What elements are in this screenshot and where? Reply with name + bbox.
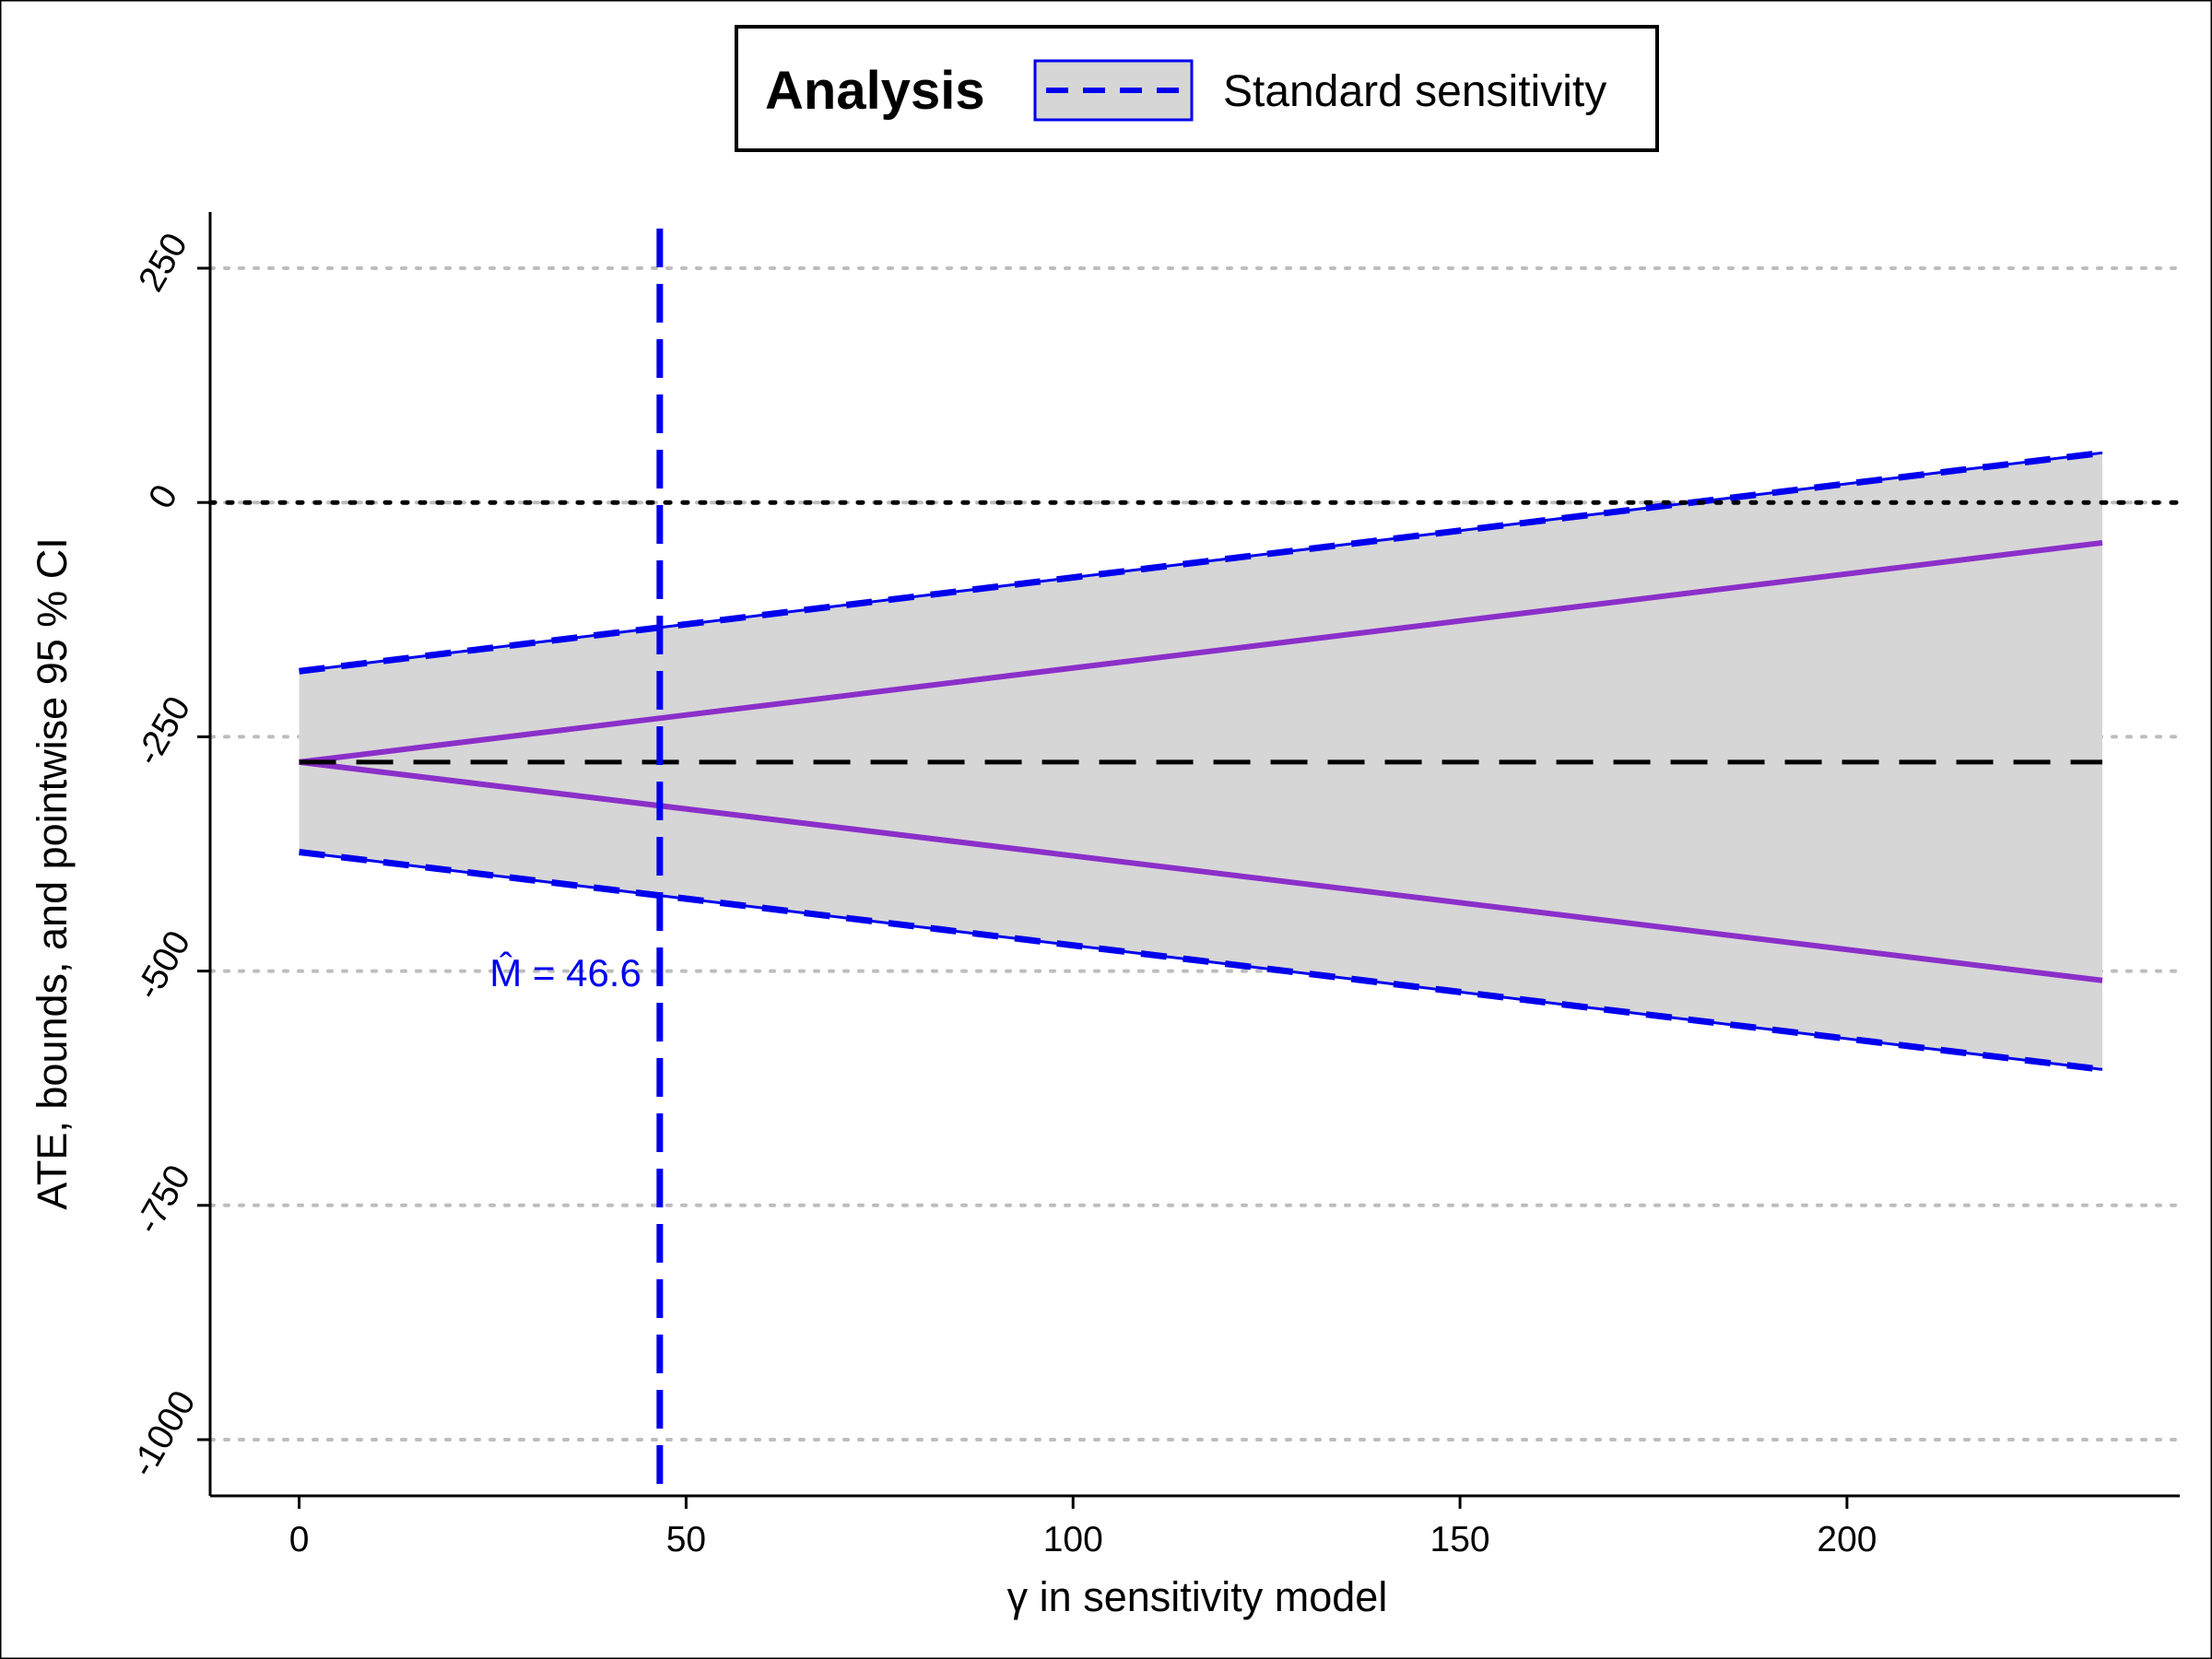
legend-frame <box>735 25 1659 152</box>
x-axis-title: γ in sensitivity model <box>1007 1573 1388 1620</box>
series-bound-upper <box>299 539 2103 765</box>
breakdown-label: M̂ = 46.6 <box>489 951 641 994</box>
series-bound-lower <box>299 759 2103 983</box>
x-tick-label: 200 <box>1817 1520 1877 1559</box>
ci-band-area <box>299 453 2103 1070</box>
ci-band <box>299 453 2103 1070</box>
x-tick-label: 100 <box>1043 1520 1103 1559</box>
x-tick-label: 150 <box>1430 1520 1490 1559</box>
y-axis-title: ATE, bounds, and pointwise 95 % CI <box>29 537 76 1210</box>
series-ci-upper <box>299 449 2103 675</box>
x-tick-label: 50 <box>666 1520 706 1559</box>
legend-entry-label: Standard sensitivity <box>1223 67 1606 116</box>
legend-title: Analysis <box>765 61 985 121</box>
x-tick-label: 0 <box>289 1520 310 1559</box>
series-ci-lower <box>299 848 2103 1073</box>
reference-lines <box>207 229 2183 1496</box>
legend: Analysis Standard sensitivity <box>735 25 1659 152</box>
series-lines <box>299 449 2103 1073</box>
